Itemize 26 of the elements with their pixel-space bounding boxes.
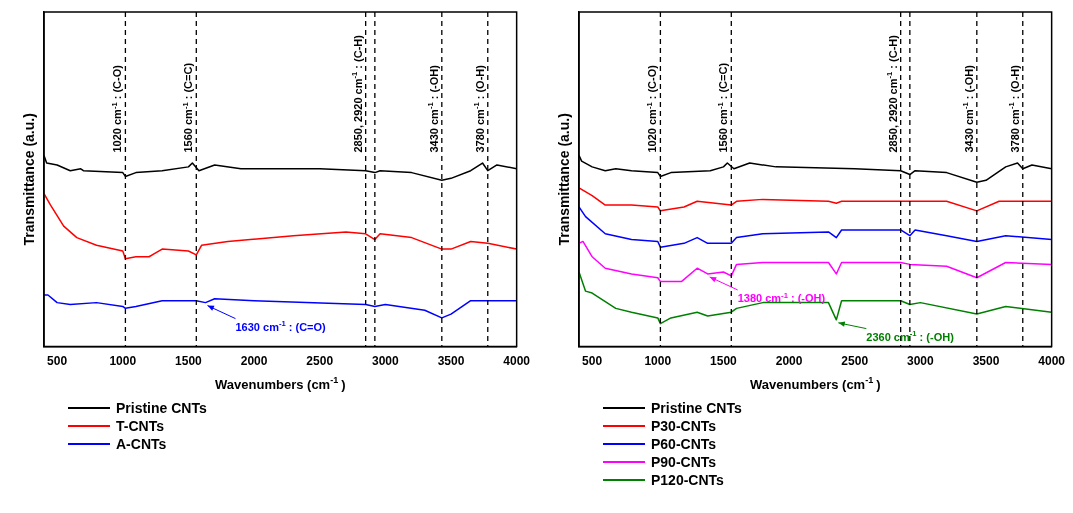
x-tick-label: 3500 [437, 354, 465, 369]
legend-label: T-CNTs [116, 418, 164, 434]
legend-label: P120-CNTs [651, 472, 724, 488]
legend-label: P90-CNTs [651, 454, 717, 470]
x-tick-label: 3000 [907, 354, 935, 369]
x-tick-label: 3500 [972, 354, 1000, 369]
x-tick-label: 2500 [841, 354, 869, 369]
y-axis-title: Transmittance (a.u.) [21, 113, 37, 246]
legend-label: Pristine CNTs [116, 400, 207, 416]
x-tick-label: 500 [582, 354, 603, 369]
x-tick-label: 1500 [710, 354, 738, 369]
legend-label: P30-CNTs [651, 418, 717, 434]
legend-label: P60-CNTs [651, 436, 717, 452]
x-tick-label: 3000 [372, 354, 400, 369]
x-tick-label: 4000 [503, 354, 531, 369]
x-tick-label: 500 [47, 354, 68, 369]
x-tick-label: 1500 [175, 354, 203, 369]
legend-label: Pristine CNTs [651, 400, 742, 416]
x-tick-label: 2500 [306, 354, 334, 369]
legend-label: A-CNTs [116, 436, 167, 452]
x-tick-label: 2000 [775, 354, 803, 369]
x-tick-label: 1000 [109, 354, 137, 369]
x-tick-label: 4000 [1038, 354, 1066, 369]
x-tick-label: 1000 [644, 354, 672, 369]
y-axis-title: Transmittance (a.u.) [556, 113, 572, 246]
x-tick-label: 2000 [240, 354, 268, 369]
